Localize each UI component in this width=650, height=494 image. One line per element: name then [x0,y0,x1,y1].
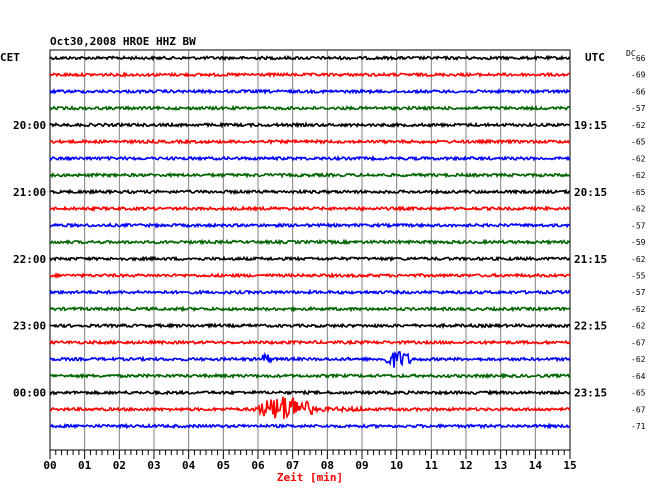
left-time-label: 22:00 [13,253,46,266]
left-time-label: 00:00 [13,387,46,400]
trace-line [49,171,571,179]
dc-value-label: -57 [631,221,646,230]
x-tick-label: 14 [529,459,543,472]
trace-line [50,221,571,229]
dc-value-label: -62 [631,154,646,163]
trace-line [49,238,571,246]
dc-value-label: -57 [631,104,646,113]
x-tick-label: 01 [78,459,92,472]
x-tick-label: 10 [390,459,403,472]
x-tick-label: 09 [355,459,368,472]
left-axis-label: CET [0,51,20,64]
trace-line [49,255,570,263]
dc-value-label: -62 [631,255,646,264]
trace-line [49,338,571,346]
dc-value-label: -59 [631,238,646,247]
trace-line [49,88,571,95]
x-tick-label: 05 [217,459,230,472]
left-time-label: 21:00 [13,186,46,199]
dc-value-label: -57 [631,288,646,297]
dc-value-label: -62 [631,355,646,364]
trace-line [49,422,571,430]
right-axis-label: UTC [585,51,605,64]
x-tick-label: 04 [182,459,196,472]
trace-line [49,271,571,279]
trace-line [49,396,571,420]
trace-line [49,372,571,380]
dc-value-label: -62 [631,305,646,314]
dc-value-label: -67 [631,405,646,414]
trace-line [49,305,571,313]
dc-value-label: -62 [631,322,646,331]
left-time-label: 23:00 [13,320,46,333]
trace-line [49,71,570,79]
minute-gridlines [84,50,536,450]
x-tick-label: 08 [321,459,334,472]
dc-value-label: -62 [631,171,646,180]
trace-line [49,154,571,162]
x-tick-label: 00 [43,459,56,472]
trace-line [49,322,571,330]
dc-value-label: -62 [631,205,646,214]
dc-value-label: -69 [631,71,646,80]
right-time-label: 23:15 [574,387,607,400]
dc-offset-labels: -66 -69 -66 -57 -62 -65 -62 -62 -65 -62 -57 -59 -62 -… [631,54,646,431]
x-tick-label: 15 [563,459,576,472]
x-tick-label: 02 [113,459,126,472]
right-time-label: 19:15 [574,119,607,132]
dc-value-label: -62 [631,121,646,130]
dc-value-label: -65 [631,138,646,147]
x-axis-label: Zeit [min] [277,471,343,484]
dc-value-label: -64 [631,372,646,381]
trace-line [49,121,571,129]
right-time-label: 20:15 [574,186,607,199]
dc-value-label: -65 [631,389,646,398]
trace-line [49,351,571,368]
x-tick-label: 06 [251,459,265,472]
dc-value-label: -65 [631,188,646,197]
plot-frame [49,49,571,451]
left-time-label: 20:00 [13,119,46,132]
hour-labels: 20:00 19:15 21:00 20:15 22:00 21:15 23:00 22:15… [13,119,607,400]
dc-header-label: DC [626,49,636,58]
trace-line [49,389,571,396]
x-tick-label: 12 [459,459,472,472]
x-tick-label: 13 [494,459,507,472]
x-axis: 00 01 02 03 04 05 06 07 08 09 10 11 12 13 14 15 [43,450,577,472]
trace-line [49,138,571,146]
dc-value-label: -66 [631,87,646,96]
dc-value-label: -67 [631,338,646,347]
chart-title: Oct30,2008 HROE HHZ BW [50,35,196,48]
trace-line [49,205,571,213]
x-tick-label: 07 [286,459,299,472]
x-tick-label: 03 [147,459,160,472]
trace-line [49,288,571,296]
right-time-label: 21:15 [574,253,607,266]
dc-value-label: -71 [631,422,646,431]
trace-line [49,104,571,112]
right-time-label: 22:15 [574,320,607,333]
dc-value-label: -55 [631,271,646,280]
x-tick-label: 11 [425,459,439,472]
trace-line [49,54,571,62]
seismogram-traces [49,54,571,430]
trace-line [49,188,571,196]
dc-value-label: -66 [631,54,646,63]
